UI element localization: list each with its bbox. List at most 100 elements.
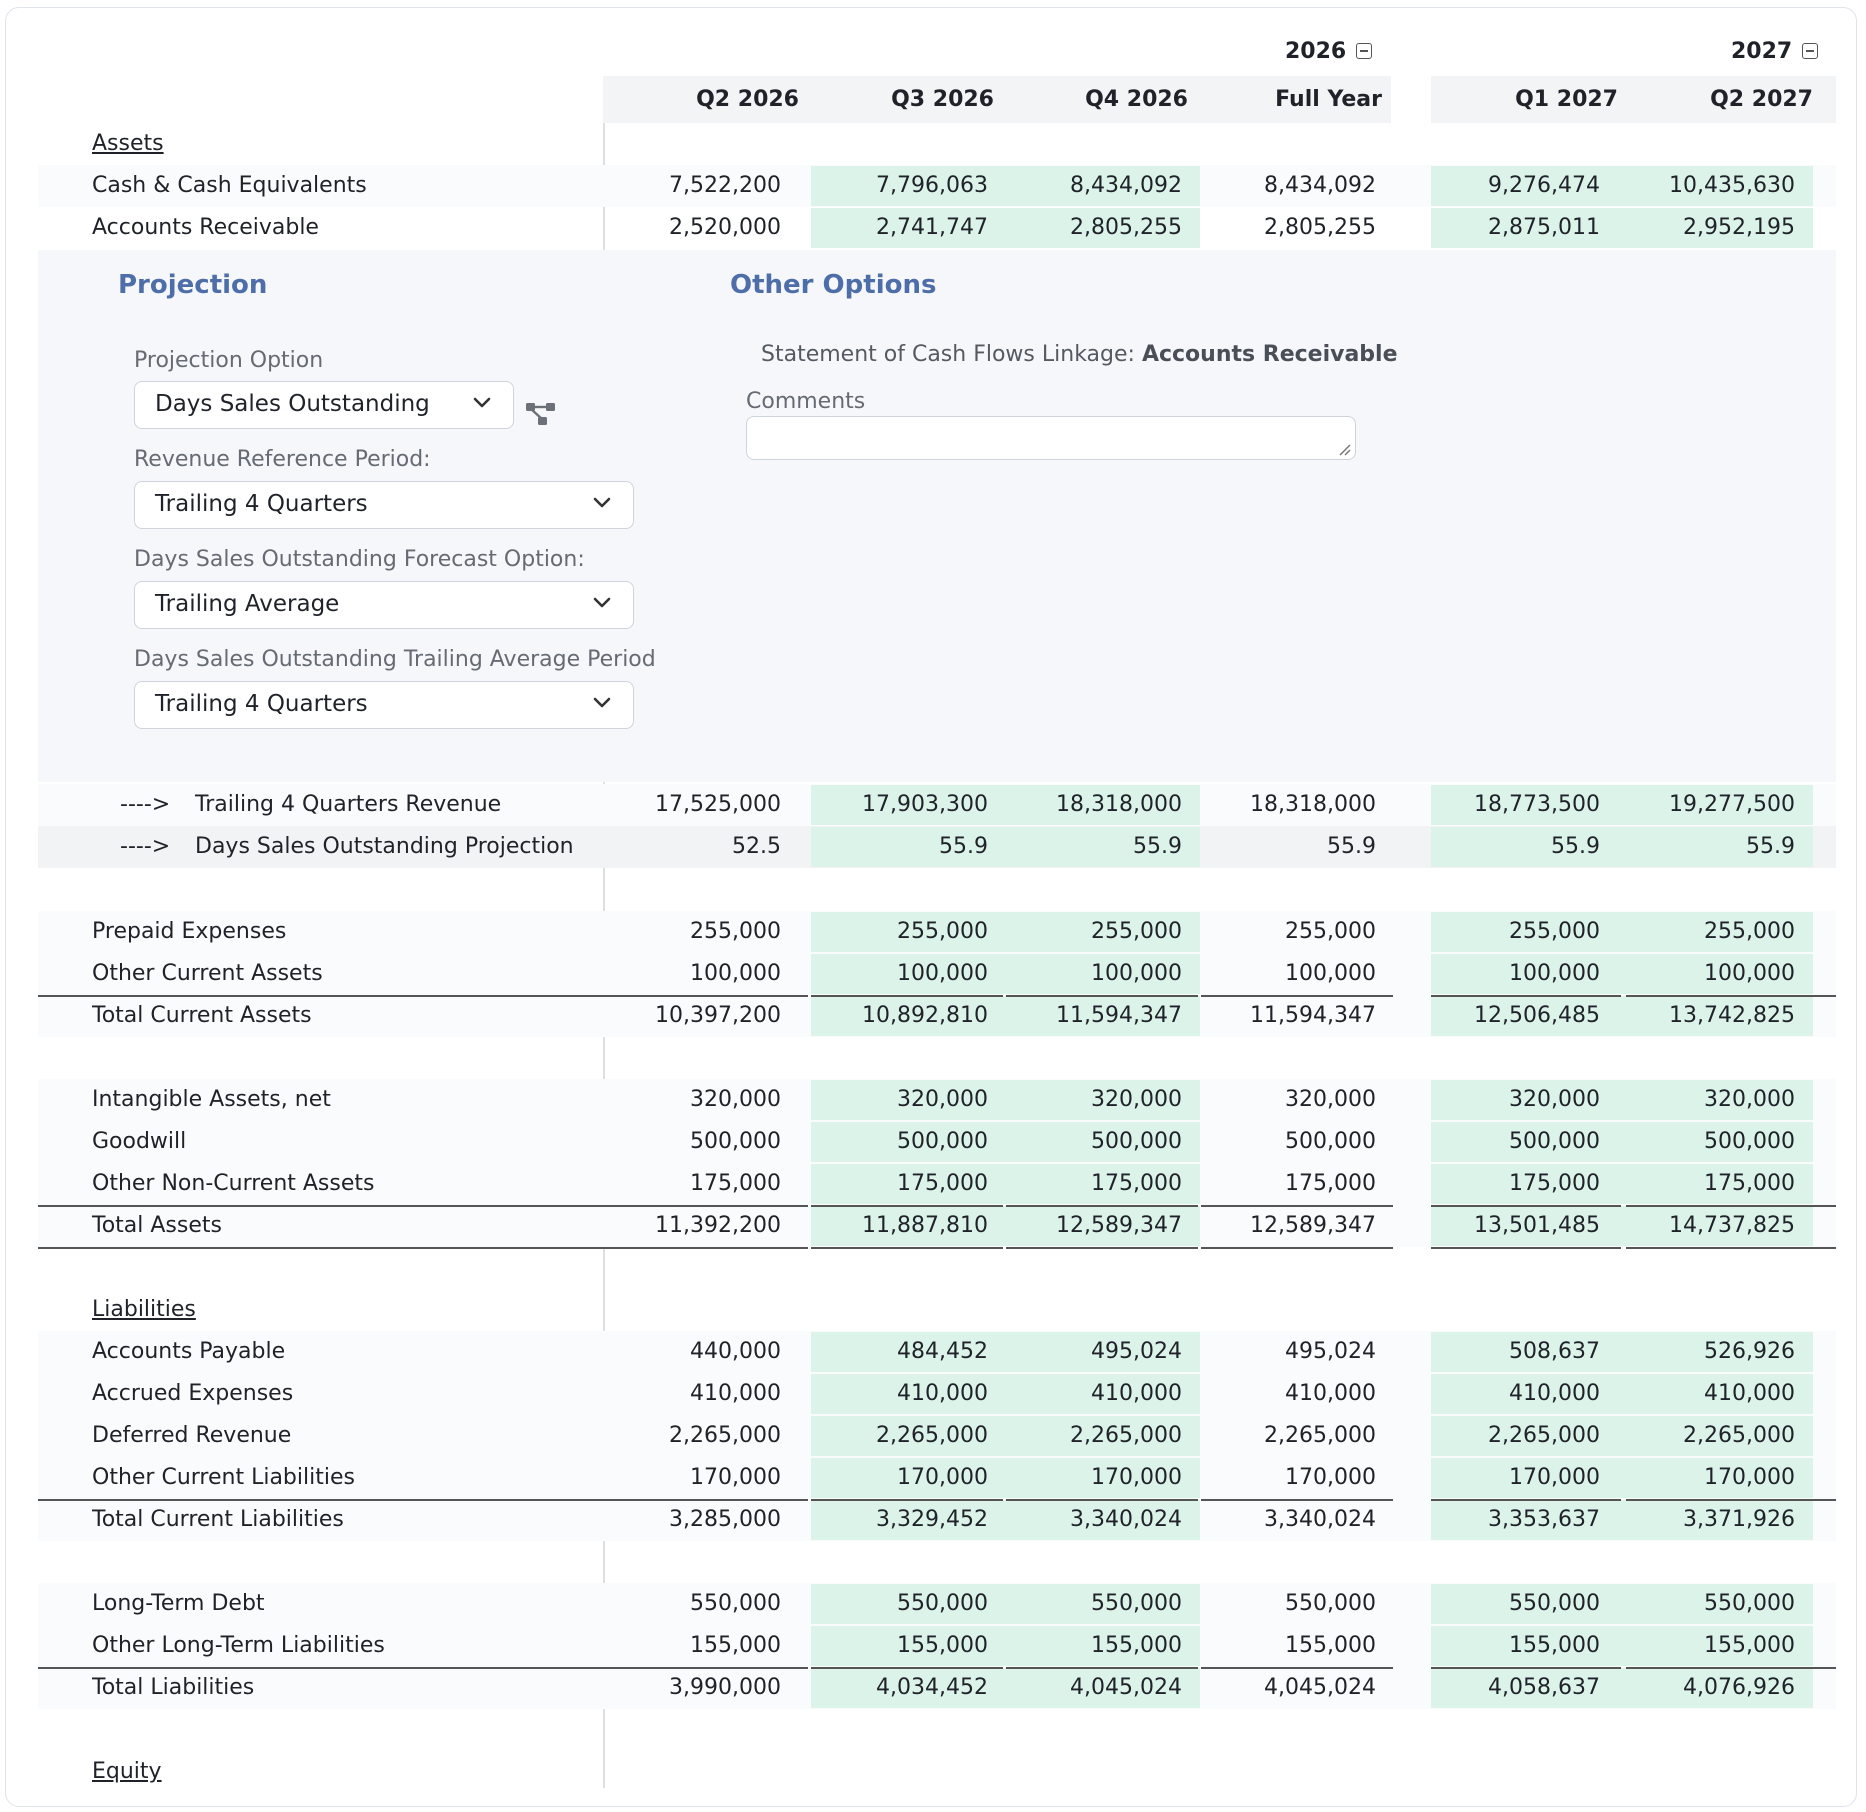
value-cell[interactable]: 10,435,630 xyxy=(1618,166,1813,206)
value-cell[interactable]: 4,045,024 xyxy=(1264,1675,1376,1700)
value-cell[interactable]: 410,000 xyxy=(811,1374,1006,1414)
value-cell[interactable]: 55.9 xyxy=(811,827,1006,867)
dso-forecast-select[interactable]: Trailing Average xyxy=(134,581,634,629)
value-cell[interactable]: 320,000 xyxy=(690,1087,781,1112)
value-cell[interactable]: 155,000 xyxy=(1285,1633,1376,1658)
table-row[interactable]: Total Current Liabilities 3,285,000 3,329,… xyxy=(38,1499,1836,1541)
value-cell[interactable]: 2,741,747 xyxy=(811,208,1006,248)
value-cell[interactable]: 2,265,000 xyxy=(1264,1423,1376,1448)
table-row[interactable]: Prepaid Expenses 255,000 255,000 255,000 255… xyxy=(38,911,1836,953)
value-cell[interactable]: 495,024 xyxy=(1006,1332,1200,1372)
value-cell[interactable]: 170,000 xyxy=(1006,1458,1200,1498)
value-cell[interactable]: 3,990,000 xyxy=(669,1675,781,1700)
value-cell[interactable]: 175,000 xyxy=(1618,1164,1813,1204)
value-cell[interactable]: 100,000 xyxy=(1006,954,1200,994)
value-cell[interactable]: 4,034,452 xyxy=(811,1668,1006,1708)
value-cell[interactable]: 13,501,485 xyxy=(1431,1206,1618,1246)
table-row[interactable]: Other Long-Term Liabilities 155,000 155,00… xyxy=(38,1625,1836,1667)
value-cell[interactable]: 410,000 xyxy=(1285,1381,1376,1406)
value-cell[interactable]: 100,000 xyxy=(1285,961,1376,986)
value-cell[interactable]: 2,952,195 xyxy=(1618,208,1813,248)
value-cell[interactable]: 3,353,637 xyxy=(1431,1500,1618,1540)
value-cell[interactable]: 255,000 xyxy=(690,919,781,944)
value-cell[interactable]: 19,277,500 xyxy=(1618,785,1813,825)
value-cell[interactable]: 4,058,637 xyxy=(1431,1668,1618,1708)
value-cell[interactable]: 255,000 xyxy=(811,912,1006,952)
value-cell[interactable]: 500,000 xyxy=(1618,1122,1813,1162)
table-row[interactable]: Accrued Expenses 410,000 410,000 410,000 410… xyxy=(38,1373,1836,1415)
value-cell[interactable]: 2,265,000 xyxy=(669,1423,781,1448)
value-cell[interactable]: 12,589,347 xyxy=(1250,1213,1376,1238)
value-cell[interactable]: 526,926 xyxy=(1618,1332,1813,1372)
value-cell[interactable]: 320,000 xyxy=(1618,1080,1813,1120)
value-cell[interactable]: 495,024 xyxy=(1285,1339,1376,1364)
table-row[interactable]: Deferred Revenue 2,265,000 2,265,000 2,265,… xyxy=(38,1415,1836,1457)
table-row[interactable]: Other Non-Current Assets 175,000 175,000 17… xyxy=(38,1163,1836,1205)
value-cell[interactable]: 2,875,011 xyxy=(1431,208,1618,248)
value-cell[interactable]: 8,434,092 xyxy=(1264,173,1376,198)
value-cell[interactable]: 175,000 xyxy=(1285,1171,1376,1196)
value-cell[interactable]: 7,522,200 xyxy=(669,173,781,198)
value-cell[interactable]: 155,000 xyxy=(811,1626,1006,1666)
value-cell[interactable]: 17,903,300 xyxy=(811,785,1006,825)
value-cell[interactable]: 2,520,000 xyxy=(669,215,781,240)
value-cell[interactable]: 320,000 xyxy=(1006,1080,1200,1120)
value-cell[interactable]: 500,000 xyxy=(690,1129,781,1154)
sub-row[interactable]: ----> Days Sales Outstanding Projection 52… xyxy=(38,826,1836,868)
value-cell[interactable]: 12,506,485 xyxy=(1431,996,1618,1036)
value-cell[interactable]: 9,276,474 xyxy=(1431,166,1618,206)
collapse-minus-icon[interactable] xyxy=(1802,43,1819,59)
value-cell[interactable]: 55.9 xyxy=(1006,827,1200,867)
value-cell[interactable]: 52.5 xyxy=(732,834,781,859)
value-cell[interactable]: 3,371,926 xyxy=(1618,1500,1813,1540)
table-row[interactable]: Long-Term Debt 550,000 550,000 550,000 550,0… xyxy=(38,1583,1836,1625)
value-cell[interactable]: 170,000 xyxy=(1285,1465,1376,1490)
value-cell[interactable]: 550,000 xyxy=(811,1584,1006,1624)
column-header[interactable]: Full Year xyxy=(1275,87,1382,112)
value-cell[interactable]: 11,392,200 xyxy=(655,1213,781,1238)
column-header[interactable]: Q4 2026 xyxy=(1085,87,1188,112)
projection-option-select[interactable]: Days Sales Outstanding xyxy=(134,381,514,429)
value-cell[interactable]: 3,340,024 xyxy=(1006,1500,1200,1540)
value-cell[interactable]: 11,594,347 xyxy=(1250,1003,1376,1028)
value-cell[interactable]: 255,000 xyxy=(1618,912,1813,952)
value-cell[interactable]: 410,000 xyxy=(1006,1374,1200,1414)
value-cell[interactable]: 14,737,825 xyxy=(1618,1206,1813,1246)
revenue-period-select[interactable]: Trailing 4 Quarters xyxy=(134,481,634,529)
value-cell[interactable]: 8,434,092 xyxy=(1006,166,1200,206)
value-cell[interactable]: 175,000 xyxy=(1006,1164,1200,1204)
value-cell[interactable]: 18,318,000 xyxy=(1006,785,1200,825)
column-header[interactable]: Q2 2026 xyxy=(696,87,799,112)
value-cell[interactable]: 100,000 xyxy=(1618,954,1813,994)
value-cell[interactable]: 155,000 xyxy=(1006,1626,1200,1666)
value-cell[interactable]: 55.9 xyxy=(1618,827,1813,867)
value-cell[interactable]: 440,000 xyxy=(690,1339,781,1364)
value-cell[interactable]: 2,805,255 xyxy=(1264,215,1376,240)
value-cell[interactable]: 155,000 xyxy=(690,1633,781,1658)
value-cell[interactable]: 2,265,000 xyxy=(1618,1416,1813,1456)
value-cell[interactable]: 2,805,255 xyxy=(1006,208,1200,248)
value-cell[interactable]: 550,000 xyxy=(1618,1584,1813,1624)
value-cell[interactable]: 18,318,000 xyxy=(1250,792,1376,817)
value-cell[interactable]: 550,000 xyxy=(1431,1584,1618,1624)
column-header[interactable]: Q1 2027 xyxy=(1515,87,1618,112)
value-cell[interactable]: 500,000 xyxy=(1431,1122,1618,1162)
table-row[interactable]: Total Liabilities 3,990,000 4,034,452 4,045… xyxy=(38,1667,1836,1709)
value-cell[interactable]: 11,887,810 xyxy=(811,1206,1006,1246)
value-cell[interactable]: 3,329,452 xyxy=(811,1500,1006,1540)
value-cell[interactable]: 410,000 xyxy=(1431,1374,1618,1414)
table-row-selected[interactable]: Accounts Receivable 2,520,000 2,741,747 2,8… xyxy=(38,207,1836,249)
year-group-2027[interactable]: 2027 xyxy=(1731,36,1819,66)
value-cell[interactable]: 12,589,347 xyxy=(1006,1206,1200,1246)
collapse-minus-icon[interactable] xyxy=(1356,43,1373,59)
value-cell[interactable]: 255,000 xyxy=(1006,912,1200,952)
comments-textarea[interactable] xyxy=(746,416,1356,460)
value-cell[interactable]: 13,742,825 xyxy=(1618,996,1813,1036)
table-row[interactable]: Total Assets 11,392,200 11,887,810 12,589,3… xyxy=(38,1205,1836,1247)
value-cell[interactable]: 100,000 xyxy=(690,961,781,986)
table-row[interactable]: Cash & Cash Equivalents 7,522,200 7,796,06… xyxy=(38,165,1836,207)
value-cell[interactable]: 175,000 xyxy=(1431,1164,1618,1204)
value-cell[interactable]: 320,000 xyxy=(811,1080,1006,1120)
value-cell[interactable]: 18,773,500 xyxy=(1431,785,1618,825)
value-cell[interactable]: 410,000 xyxy=(690,1381,781,1406)
